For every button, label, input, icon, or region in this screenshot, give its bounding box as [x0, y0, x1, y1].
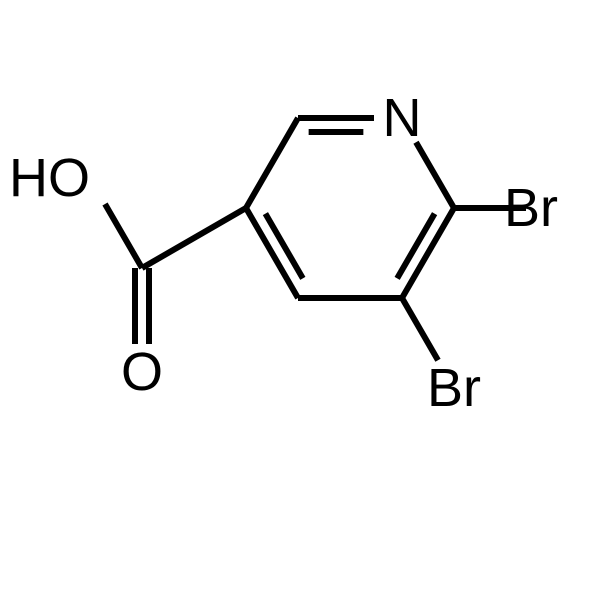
atom-label-N: N: [383, 88, 422, 148]
bonds-group: [105, 118, 526, 360]
atom-label-Br_top: Br: [504, 178, 558, 238]
bond-line: [402, 298, 438, 360]
bond-line: [105, 204, 142, 268]
bond-line: [416, 142, 454, 208]
bond-line: [246, 118, 298, 208]
molecule-diagram: HO O N Br Br: [0, 0, 600, 600]
atom-label-Br_bot: Br: [427, 358, 481, 418]
atom-label-O_dbl: O: [121, 342, 163, 402]
atom-label-O_oh: HO: [9, 148, 90, 208]
bond-line: [142, 208, 246, 268]
